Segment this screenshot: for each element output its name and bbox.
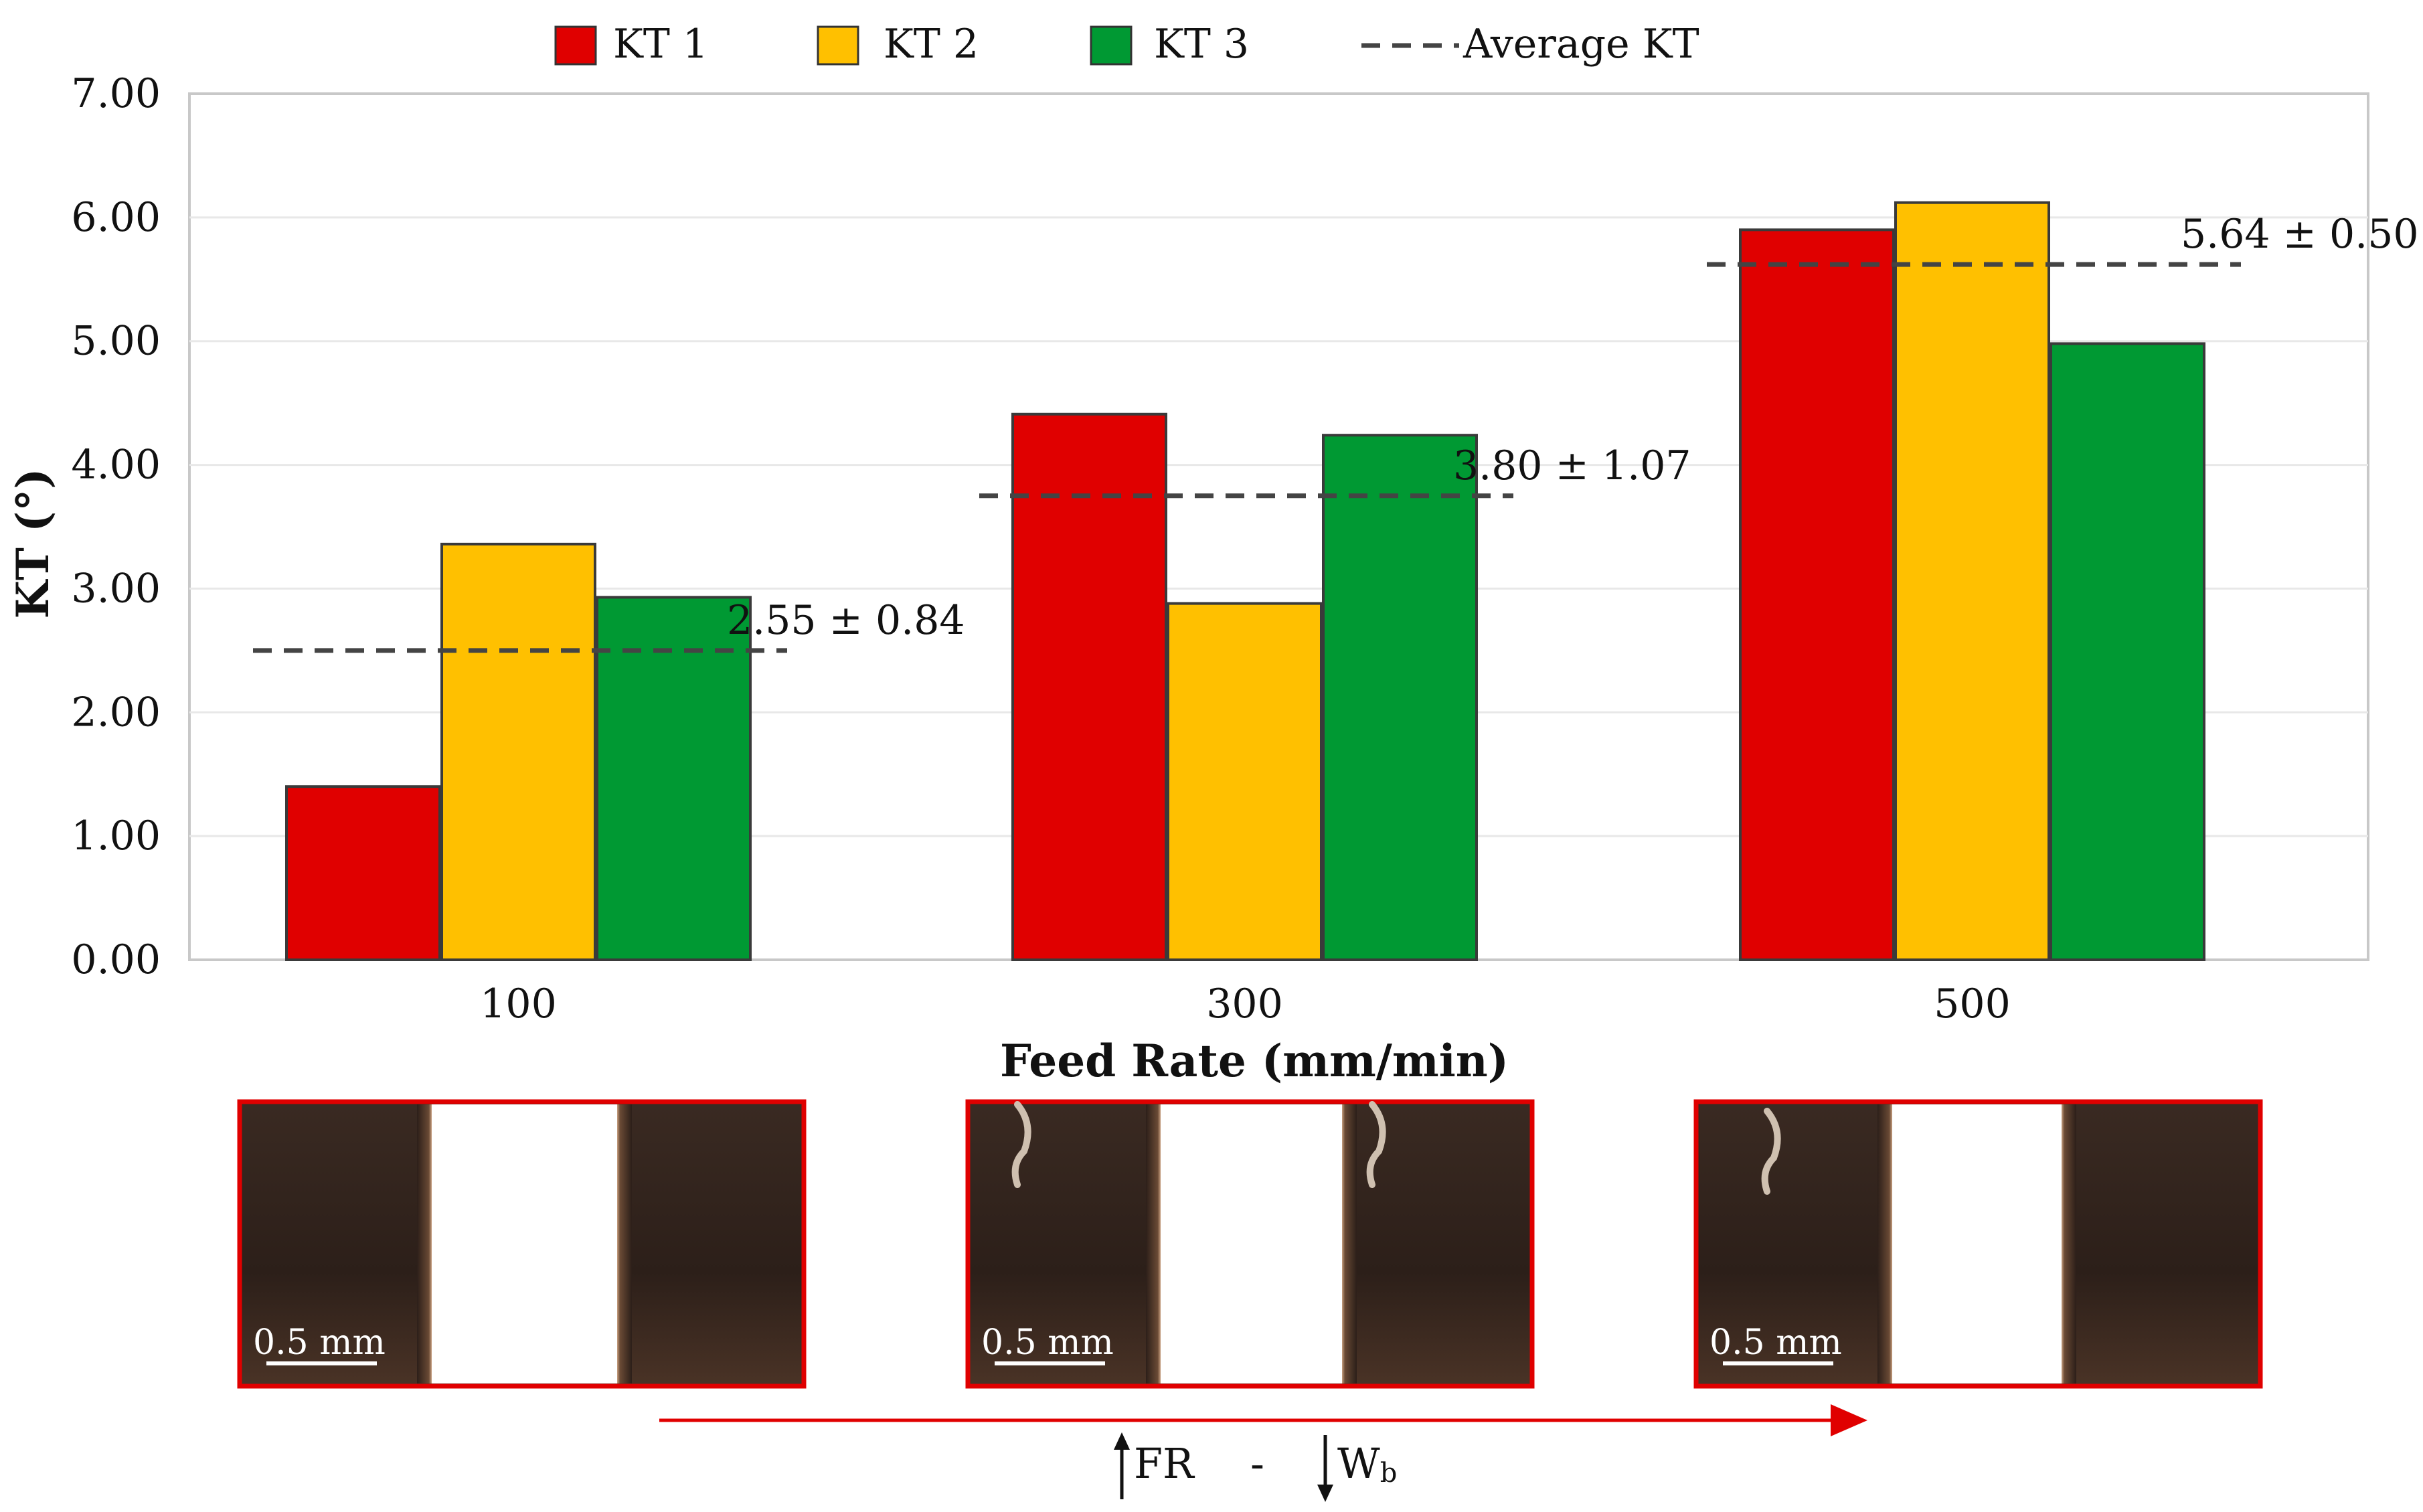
y-tick-label: 7.00 <box>71 70 161 117</box>
legend-item-kt3: KT 3 <box>1090 21 1249 68</box>
average-label-500: 5.64 ± 0.50 <box>2181 211 2419 258</box>
bar-kt3-300 <box>1322 434 1478 961</box>
scale-label: 0.5 mm <box>253 1323 386 1363</box>
trend-arrow-head <box>1831 1404 1867 1436</box>
y-tick-label: 1.00 <box>71 813 161 859</box>
y-tick-label: 0.00 <box>71 936 161 983</box>
tool-edge-right <box>2062 1104 2076 1383</box>
y-axis-title: KT (°) <box>7 469 59 619</box>
x-tick-label-100: 100 <box>480 981 557 1027</box>
bar-kt2-300 <box>1167 602 1323 961</box>
fr-up-arrow-icon <box>1114 1432 1130 1499</box>
light-gap <box>432 1104 617 1383</box>
fr-label: FR <box>1134 1439 1195 1488</box>
legend-swatch-kt2 <box>817 25 859 66</box>
bar-kt3-100 <box>596 596 752 961</box>
tool-image-2: 0.5 mm <box>965 1099 1535 1389</box>
scale-label: 0.5 mm <box>1709 1323 1842 1363</box>
bars <box>285 201 2205 961</box>
x-tick-label-500: 500 <box>1934 981 2011 1027</box>
legend-label-average: Average KT <box>1463 21 1699 68</box>
average-lines: 2.55 ± 0.84 3.80 ± 1.07 5.64 ± 0.50 <box>253 211 2419 653</box>
light-gap <box>1161 1104 1342 1383</box>
trend-separator: - <box>1250 1439 1264 1488</box>
legend: KT 1 KT 2 KT 3 Average KT <box>554 21 1699 68</box>
trend-indicator: FR - Wb <box>659 1404 1867 1502</box>
x-axis-title: Feed Rate (mm/min) <box>1000 1035 1509 1087</box>
legend-item-kt1: KT 1 <box>554 21 708 68</box>
tool-edge-left <box>1877 1104 1892 1383</box>
tool-image-3: 0.5 mm <box>1693 1099 2263 1389</box>
legend-swatch-kt3 <box>1090 25 1133 66</box>
tool-wear-images: 0.5 mm 0.5 mm 0.5 mm <box>237 1099 2263 1389</box>
chip-fleck <box>1011 1101 1031 1188</box>
y-tick-label: 2.00 <box>71 689 161 736</box>
tool-edge-left <box>417 1104 432 1383</box>
bar-kt2-100 <box>440 542 596 961</box>
bar-kt1-100 <box>285 785 441 961</box>
scale-label: 0.5 mm <box>981 1323 1114 1363</box>
y-tick-label: 5.00 <box>71 318 161 365</box>
bar-kt1-500 <box>1739 228 1895 961</box>
tool-edge-right <box>1342 1104 1357 1383</box>
legend-item-kt2: KT 2 <box>817 21 979 68</box>
y-tick-label: 6.00 <box>71 194 161 241</box>
legend-label-kt2: KT 2 <box>884 21 979 68</box>
tool-edge-left <box>1146 1104 1161 1383</box>
average-label-100: 2.55 ± 0.84 <box>727 597 965 644</box>
x-axis-ticks: 100 300 500 <box>480 981 2011 1027</box>
y-axis-ticks: 0.00 1.00 2.00 3.00 4.00 5.00 6.00 7.00 <box>71 70 161 983</box>
tool-image-1: 0.5 mm <box>237 1099 807 1389</box>
x-tick-label-300: 300 <box>1206 981 1283 1027</box>
wb-label: Wb <box>1337 1439 1397 1489</box>
average-label-300: 3.80 ± 1.07 <box>1453 442 1691 489</box>
legend-label-kt1: KT 1 <box>613 21 708 68</box>
y-tick-label: 3.00 <box>71 565 161 612</box>
bar-kt3-500 <box>2050 342 2205 961</box>
wb-down-arrow-icon <box>1317 1435 1333 1502</box>
legend-label-kt3: KT 3 <box>1154 21 1249 68</box>
legend-item-average: Average KT <box>1361 21 1699 68</box>
y-tick-label: 4.00 <box>71 442 161 489</box>
chip-fleck <box>1366 1101 1386 1188</box>
legend-swatch-kt1 <box>554 25 597 66</box>
chip-fleck <box>1761 1108 1781 1195</box>
bar-kt1-300 <box>1011 412 1167 961</box>
light-gap <box>1892 1104 2062 1383</box>
tool-edge-right <box>617 1104 632 1383</box>
bar-kt2-500 <box>1894 201 2050 961</box>
